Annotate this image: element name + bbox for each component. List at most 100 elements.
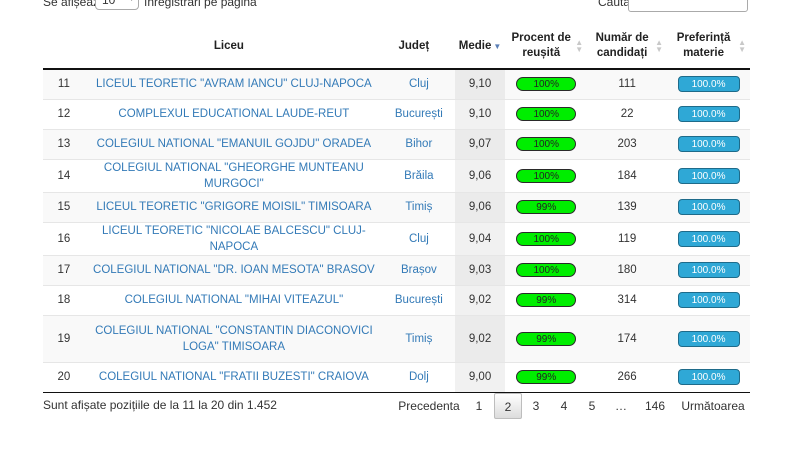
rank-cell: 18	[43, 285, 85, 316]
table-row: 11 LICEUL TEORETIC "AVRAM IANCU" CLUJ-NA…	[43, 69, 750, 100]
preference-badge: 100.0%	[677, 106, 740, 122]
table-row: 14 COLEGIUL NATIONAL "GHEORGHE MUNTEANU …	[43, 159, 750, 193]
candidates-cell: 184	[587, 159, 668, 193]
page-length-prefix: Se afișează	[43, 0, 106, 9]
candidates-cell: 119	[587, 222, 668, 256]
school-link[interactable]: COLEGIUL NATIONAL "DR. IOAN MESOTA" BRAS…	[84, 255, 383, 286]
candidates-cell: 139	[587, 192, 668, 223]
search-label: Caută:	[598, 0, 634, 9]
average-cell: 9,10	[454, 99, 506, 130]
preference-badge: 100.0%	[677, 136, 740, 152]
school-link[interactable]: LICEUL TEORETIC "GRIGORE MOISIL" TIMISOA…	[84, 192, 383, 223]
next-page-button[interactable]: Următoarea	[681, 399, 745, 413]
header-school-label: Liceu	[213, 39, 244, 52]
average-cell: 9,02	[454, 285, 506, 316]
school-link[interactable]: COLEGIUL NATIONAL "CONSTANTIN DIACONOVIC…	[84, 315, 383, 363]
average-cell: 9,06	[454, 192, 506, 223]
header-county[interactable]: Județ	[382, 24, 455, 70]
county-link[interactable]: Cluj	[382, 69, 455, 100]
success-cell: 100%	[505, 69, 588, 100]
page-length-suffix: înregistrări pe pagină	[144, 0, 257, 9]
page-button[interactable]: 4	[560, 399, 568, 413]
header-preference-label-1: Preferință	[676, 32, 731, 44]
success-badge: 100%	[516, 107, 577, 121]
table-header-row: Liceu Județ Medie ▼ Procent de reușită ▲ ▼ N…	[43, 24, 750, 70]
success-cell: 99%	[505, 285, 588, 316]
header-candidates-label-1: Număr de	[595, 32, 649, 44]
preference-cell: 100.0%	[667, 222, 750, 256]
county-link[interactable]: Timiș	[382, 192, 455, 223]
table-row: 13 COLEGIUL NATIONAL "EMANUIL GOJDU" ORA…	[43, 129, 750, 160]
success-cell: 100%	[505, 99, 588, 130]
average-cell: 9,06	[454, 159, 506, 193]
search-input[interactable]	[628, 0, 748, 12]
table-row: 15 LICEUL TEORETIC "GRIGORE MOISIL" TIMI…	[43, 192, 750, 223]
table-row: 19 COLEGIUL NATIONAL "CONSTANTIN DIACONO…	[43, 315, 750, 363]
chevron-down-icon: ▾	[129, 0, 134, 4]
school-link[interactable]: COLEGIUL NATIONAL "FRATII BUZESTI" CRAIO…	[84, 362, 383, 393]
preference-badge: 100.0%	[677, 292, 740, 308]
success-badge: 100%	[516, 168, 577, 183]
school-link[interactable]: COLEGIUL NATIONAL "EMANUIL GOJDU" ORADEA	[84, 129, 383, 160]
average-cell: 9,04	[454, 222, 506, 256]
preference-badge: 100.0%	[677, 199, 740, 215]
header-school[interactable]: Liceu	[84, 24, 383, 70]
county-link[interactable]: București	[382, 285, 455, 316]
table-info: Sunt afișate pozițiile de la 11 la 20 di…	[43, 398, 277, 412]
county-link[interactable]: Cluj	[382, 222, 455, 256]
preference-cell: 100.0%	[667, 99, 750, 130]
page-button[interactable]: 1	[475, 399, 483, 413]
preference-badge: 100.0%	[677, 262, 740, 278]
previous-page-button[interactable]: Precedenta	[398, 399, 460, 413]
rank-cell: 19	[43, 315, 85, 363]
preference-cell: 100.0%	[667, 129, 750, 160]
rank-cell: 14	[43, 159, 85, 193]
page-button[interactable]: 3	[532, 399, 540, 413]
header-average[interactable]: Medie ▼	[454, 24, 506, 70]
county-link[interactable]: București	[382, 99, 455, 130]
success-cell: 100%	[505, 255, 588, 286]
county-link[interactable]: Dolj	[382, 362, 455, 393]
preference-badge: 100.0%	[677, 76, 740, 93]
county-link[interactable]: Timiș	[382, 315, 455, 363]
school-link[interactable]: LICEUL TEORETIC "AVRAM IANCU" CLUJ-NAPOC…	[84, 69, 383, 100]
page-button-current[interactable]: 2	[494, 393, 522, 419]
success-badge: 99%	[516, 370, 577, 384]
preference-badge: 100.0%	[677, 330, 740, 347]
preference-cell: 100.0%	[667, 192, 750, 223]
table-row: 16 LICEUL TEORETIC "NICOLAE BALCESCU" CL…	[43, 222, 750, 256]
header-preference[interactable]: Preferință materie ▲ ▼	[667, 24, 750, 70]
page-length-select[interactable]: 10 ▾	[95, 0, 139, 10]
county-link[interactable]: Brăila	[382, 159, 455, 193]
pagination-ellipsis: …	[615, 399, 627, 413]
county-link[interactable]: Brașov	[382, 255, 455, 286]
header-candidates[interactable]: Număr de candidați ▲ ▼	[587, 24, 668, 70]
rank-cell: 15	[43, 192, 85, 223]
success-badge: 99%	[516, 200, 577, 214]
school-link[interactable]: COMPLEXUL EDUCATIONAL LAUDE-REUT	[84, 99, 383, 130]
page-length-value: 10	[102, 0, 116, 7]
page-button[interactable]: 146	[644, 399, 666, 413]
preference-cell: 100.0%	[667, 315, 750, 363]
success-cell: 100%	[505, 129, 588, 160]
table-row: 20 COLEGIUL NATIONAL "FRATII BUZESTI" CR…	[43, 362, 750, 393]
school-link[interactable]: LICEUL TEORETIC "NICOLAE BALCESCU" CLUJ-…	[84, 222, 383, 256]
candidates-cell: 180	[587, 255, 668, 286]
header-success[interactable]: Procent de reușită ▲ ▼	[505, 24, 588, 70]
school-link[interactable]: COLEGIUL NATIONAL "MIHAI VITEAZUL"	[84, 285, 383, 316]
success-badge: 99%	[516, 293, 577, 307]
candidates-cell: 22	[587, 99, 668, 130]
header-rank[interactable]	[43, 24, 85, 70]
candidates-cell: 314	[587, 285, 668, 316]
preference-cell: 100.0%	[667, 362, 750, 393]
preference-cell: 100.0%	[667, 285, 750, 316]
success-cell: 99%	[505, 315, 588, 363]
county-link[interactable]: Bihor	[382, 129, 455, 160]
school-link[interactable]: COLEGIUL NATIONAL "GHEORGHE MUNTEANU MUR…	[84, 159, 383, 193]
rank-cell: 13	[43, 129, 85, 160]
page-button[interactable]: 5	[588, 399, 596, 413]
success-badge: 100%	[516, 137, 577, 151]
sort-icon: ▲ ▼	[738, 38, 746, 54]
preference-badge: 100.0%	[677, 167, 740, 184]
table-row: 17 COLEGIUL NATIONAL "DR. IOAN MESOTA" B…	[43, 255, 750, 286]
